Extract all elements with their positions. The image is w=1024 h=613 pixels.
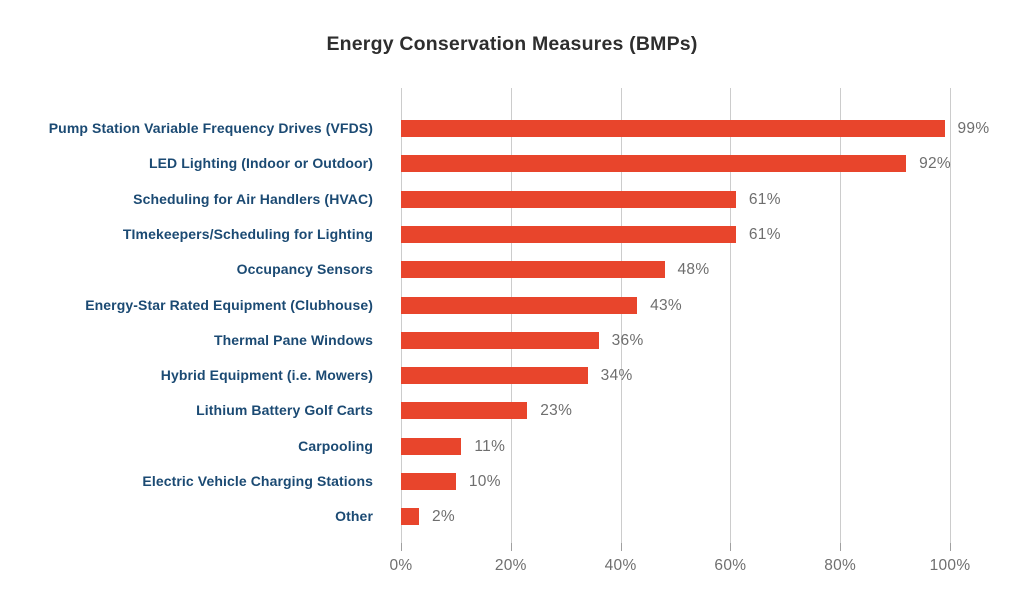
x-axis-tick-label: 20%: [494, 557, 527, 574]
chart-title: Energy Conservation Measures (BMPs): [326, 33, 698, 55]
bar: [401, 225, 736, 243]
value-label: 10%: [468, 473, 501, 490]
bar: [401, 155, 907, 173]
x-axis-tick-label: 100%: [929, 557, 971, 574]
bar: [401, 331, 599, 349]
value-label: 34%: [600, 367, 633, 385]
category-label: Other: [335, 508, 373, 525]
bar: [401, 367, 588, 385]
gridline: [620, 88, 622, 543]
category-label: Scheduling for Air Handlers (HVAC): [133, 190, 373, 207]
category-label: Electric Vehicle Charging Stations: [142, 473, 373, 489]
x-axis-tick: [401, 543, 402, 551]
gridline: [401, 88, 402, 543]
value-label: 36%: [611, 331, 644, 349]
value-label: 23%: [540, 402, 573, 420]
x-axis-tick: [510, 543, 512, 551]
gridline: [730, 88, 732, 543]
x-axis-tick-label: 80%: [824, 557, 857, 574]
x-axis-tick-label: 60%: [714, 557, 747, 574]
category-label: Hybrid Equipment (i.e. Mowers): [160, 367, 373, 384]
category-label: Energy-Star Rated Equipment (Clubhouse): [85, 296, 373, 313]
gridline: [510, 88, 512, 543]
gridline: [840, 88, 842, 543]
x-axis-tick: [730, 543, 732, 551]
category-label: Lithium Battery Golf Carts: [196, 402, 373, 419]
x-axis-tick: [620, 543, 622, 551]
category-label: Occupancy Sensors: [236, 261, 373, 278]
bar: [401, 437, 462, 455]
value-label: 99%: [957, 120, 990, 137]
value-label: 43%: [650, 296, 682, 314]
category-label: Carpooling: [298, 437, 373, 454]
x-axis-tick: [950, 543, 951, 551]
bar: [401, 402, 528, 420]
value-label: 2%: [432, 508, 456, 526]
x-axis-tick: [840, 543, 842, 551]
category-label: Pump Station Variable Frequency Drives (…: [48, 120, 373, 136]
value-label: 61%: [748, 190, 781, 208]
x-axis-tick-label: 40%: [604, 557, 637, 574]
x-axis-tick-label: 0%: [389, 557, 413, 574]
value-label: 61%: [748, 225, 781, 243]
value-label: 92%: [919, 155, 952, 173]
bar: [401, 190, 736, 208]
bar: [401, 261, 665, 279]
bar: [401, 508, 419, 526]
value-label: 11%: [474, 437, 506, 455]
bar: [401, 296, 638, 314]
category-label: LED Lighting (Indoor or Outdoor): [148, 155, 373, 172]
bar: [401, 120, 945, 137]
value-label: 48%: [677, 261, 710, 279]
category-label: Thermal Pane Windows: [213, 331, 373, 348]
gridline: [950, 88, 951, 543]
bar: [401, 473, 456, 490]
category-label: TImekeepers/Scheduling for Lighting: [122, 225, 373, 242]
